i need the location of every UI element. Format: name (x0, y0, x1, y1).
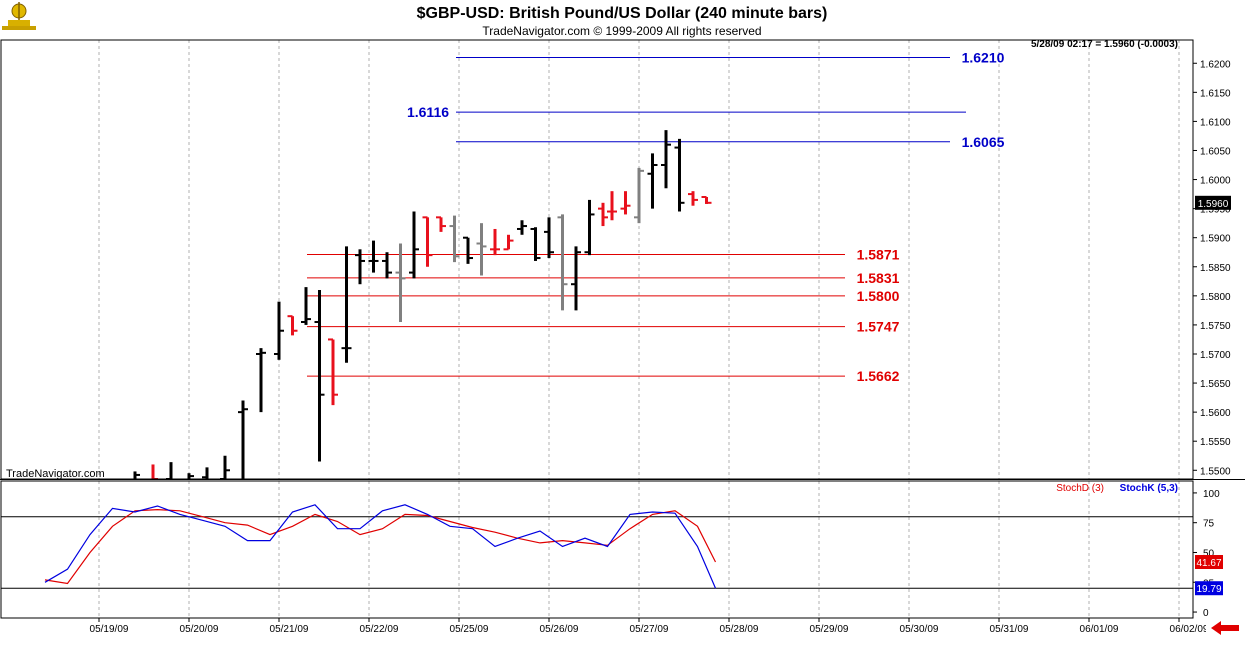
level-label: 1.6210 (962, 49, 1005, 65)
price-bar (607, 191, 617, 221)
chart-title: $GBP-USD: British Pound/US Dollar (240 m… (417, 5, 828, 22)
y-tick-label: 1.5800 (1200, 292, 1231, 303)
x-tick-label: 05/27/09 (630, 624, 669, 635)
legend-stoch-d: StochD (3) (1056, 483, 1104, 494)
x-tick-label: 05/29/09 (810, 624, 849, 635)
y-tick-label: 1.5950 (1200, 205, 1231, 216)
stoch-d-line (44, 508, 717, 585)
price-bar (287, 315, 298, 336)
level-label: 1.5800 (857, 288, 900, 304)
price-bar (647, 153, 658, 209)
x-tick-label: 06/02/09 (1170, 624, 1209, 635)
y-tick-label: 1.6100 (1200, 117, 1231, 128)
price-bar (256, 348, 266, 413)
legend-stoch-k: StochK (5,3) (1120, 483, 1178, 494)
y-tick-label: 1.5500 (1200, 466, 1231, 477)
price-bar (584, 199, 595, 256)
level-label: 1.5831 (857, 270, 900, 286)
price-bar (187, 473, 194, 479)
scroll-left-arrow-icon[interactable] (1206, 621, 1242, 635)
price-bar (634, 167, 644, 224)
price-bar (490, 228, 500, 256)
y-tick-label: 1.5850 (1200, 263, 1231, 274)
x-tick-label: 05/28/09 (720, 624, 759, 635)
y-tick-label: 1.5750 (1200, 321, 1231, 332)
price-bar (571, 246, 581, 311)
watermark-text: TradeNavigator.com (6, 468, 105, 480)
price-bar (202, 467, 209, 479)
y-tick-label: 1.6150 (1200, 88, 1231, 99)
last-price-marker (1195, 195, 1231, 210)
y-tick-label: 1.5700 (1200, 350, 1231, 361)
price-bar (688, 191, 698, 206)
price-bar (661, 130, 671, 189)
price-bar (355, 249, 365, 285)
price-bar (436, 216, 446, 232)
y-tick-label: 1.5550 (1200, 437, 1231, 448)
price-bar (517, 220, 527, 235)
level-label: 1.5747 (857, 319, 900, 335)
level-label: 1.6065 (962, 134, 1005, 150)
price-bar (314, 290, 325, 462)
price-bar (674, 138, 685, 212)
stoch-value-label: 19.79 (1196, 584, 1221, 595)
y-tick-label: 1.6000 (1200, 176, 1231, 187)
price-bar (409, 211, 419, 279)
logo-icon (2, 2, 36, 30)
price-bar (395, 243, 406, 323)
y-tick-label: 1.6200 (1200, 59, 1231, 70)
level-label: 1.5662 (857, 368, 900, 384)
stoch-y-tick-label: 50 (1203, 548, 1215, 559)
price-bar (701, 195, 712, 204)
x-tick-label: 05/30/09 (900, 624, 939, 635)
x-tick-label: 05/31/09 (990, 624, 1029, 635)
stoch-y-tick-label: 75 (1203, 519, 1215, 530)
stoch-k-line (44, 504, 717, 589)
price-bar (463, 236, 473, 264)
y-tick-label: 1.5900 (1200, 234, 1231, 245)
price-bar (476, 223, 487, 276)
x-tick-label: 05/25/09 (450, 624, 489, 635)
y-tick-label: 1.6050 (1200, 146, 1231, 157)
x-tick-label: 05/19/09 (90, 624, 129, 635)
x-tick-label: 05/26/09 (540, 624, 579, 635)
price-bar (503, 234, 514, 251)
x-tick-label: 05/21/09 (270, 624, 309, 635)
x-tick-label: 05/22/09 (360, 624, 399, 635)
price-bar (530, 227, 541, 261)
price-bar (449, 215, 460, 263)
price-bar (598, 202, 608, 227)
stoch-value-label: 41.67 (1196, 558, 1221, 569)
price-bar (301, 287, 311, 325)
price-bar (274, 301, 284, 360)
price-bar (238, 400, 248, 479)
y-tick-label: 1.5600 (1200, 408, 1231, 419)
y-tick-label: 1.5650 (1200, 379, 1231, 390)
price-bar (133, 471, 140, 479)
level-label: 1.6116 (407, 104, 449, 120)
price-bar (368, 240, 379, 273)
price-bar (341, 246, 352, 363)
price-bar (422, 216, 433, 267)
price-bar (328, 338, 338, 406)
price-bar (544, 217, 554, 259)
x-tick-label: 06/01/09 (1080, 624, 1119, 635)
price-bar (382, 252, 392, 279)
stoch-value-marker (1195, 555, 1223, 570)
stoch-value-marker (1195, 581, 1223, 596)
stoch-panel-frame (0, 480, 1194, 619)
stoch-y-tick-label: 0 (1203, 608, 1209, 619)
copyright-subtitle: TradeNavigator.com © 1999-2009 All right… (482, 24, 761, 38)
price-bar (557, 214, 568, 311)
quote-readout: 5/28/09 02:17 = 1.5960 (-0.0003) (1031, 39, 1178, 50)
stoch-y-tick-label: 100 (1203, 489, 1220, 500)
level-label: 1.5871 (857, 247, 900, 263)
price-bar (620, 191, 631, 215)
x-tick-label: 05/20/09 (180, 624, 219, 635)
last-price-label: 1.5960 (1198, 199, 1229, 210)
